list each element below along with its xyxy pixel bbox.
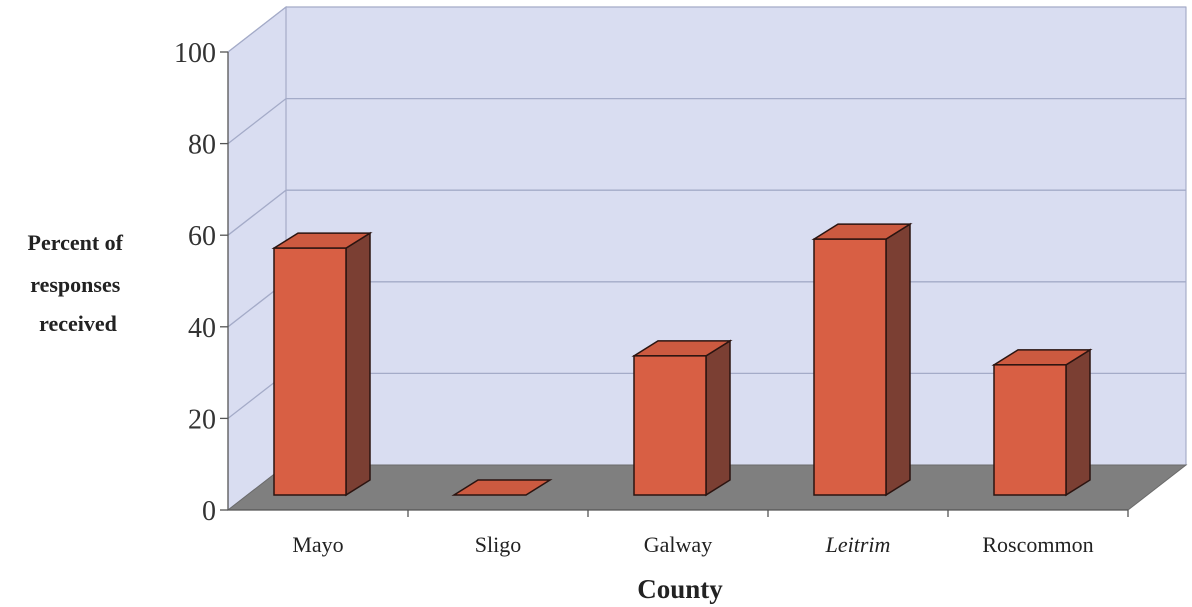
bar-side-face	[1065, 348, 1091, 497]
bar-mayo	[271, 231, 373, 497]
x-category-label: Galway	[644, 532, 712, 557]
bar-roscommon	[991, 348, 1093, 497]
x-category-label: Leitrim	[825, 532, 891, 557]
bar-side-face	[885, 222, 911, 497]
bar-front-face	[813, 238, 887, 496]
axes	[220, 51, 1129, 517]
y-axis-title: Percent of responses received	[28, 230, 129, 336]
y-tick-label: 20	[188, 404, 216, 435]
bar-side-face	[345, 231, 371, 497]
bars	[271, 222, 1093, 497]
y-tick-labels: 0 20 40 60 80 100	[174, 38, 216, 527]
x-category-label: Mayo	[292, 532, 343, 557]
bar-front-face	[273, 247, 347, 496]
y-tick-label: 40	[188, 313, 216, 344]
bar-front-face	[993, 364, 1067, 496]
y-axis-title-line-1: Percent of	[28, 230, 124, 255]
x-axis-title: County	[637, 574, 723, 604]
y-tick-label: 80	[188, 130, 216, 161]
gridline	[227, 6, 1186, 53]
y-axis-title-line-2: responses	[30, 272, 120, 297]
y-axis-title-line-3: received	[39, 311, 117, 336]
gridline	[227, 189, 1186, 236]
y-tick-label: 100	[174, 38, 216, 69]
y-tick-label: 60	[188, 221, 216, 252]
bar-side-face	[705, 339, 731, 497]
y-tick-label: 0	[202, 496, 216, 527]
bar-galway	[631, 339, 733, 497]
bar-front-face	[633, 355, 707, 496]
bar-leitrim	[811, 222, 913, 497]
x-category-label: Roscommon	[982, 532, 1093, 557]
x-category-labels: Mayo Sligo Galway Leitrim Roscommon	[292, 532, 1093, 557]
gridline	[227, 97, 1186, 145]
bar-zero-slab	[451, 479, 553, 496]
bar-sligo	[451, 479, 553, 496]
x-category-label: Sligo	[475, 532, 521, 557]
